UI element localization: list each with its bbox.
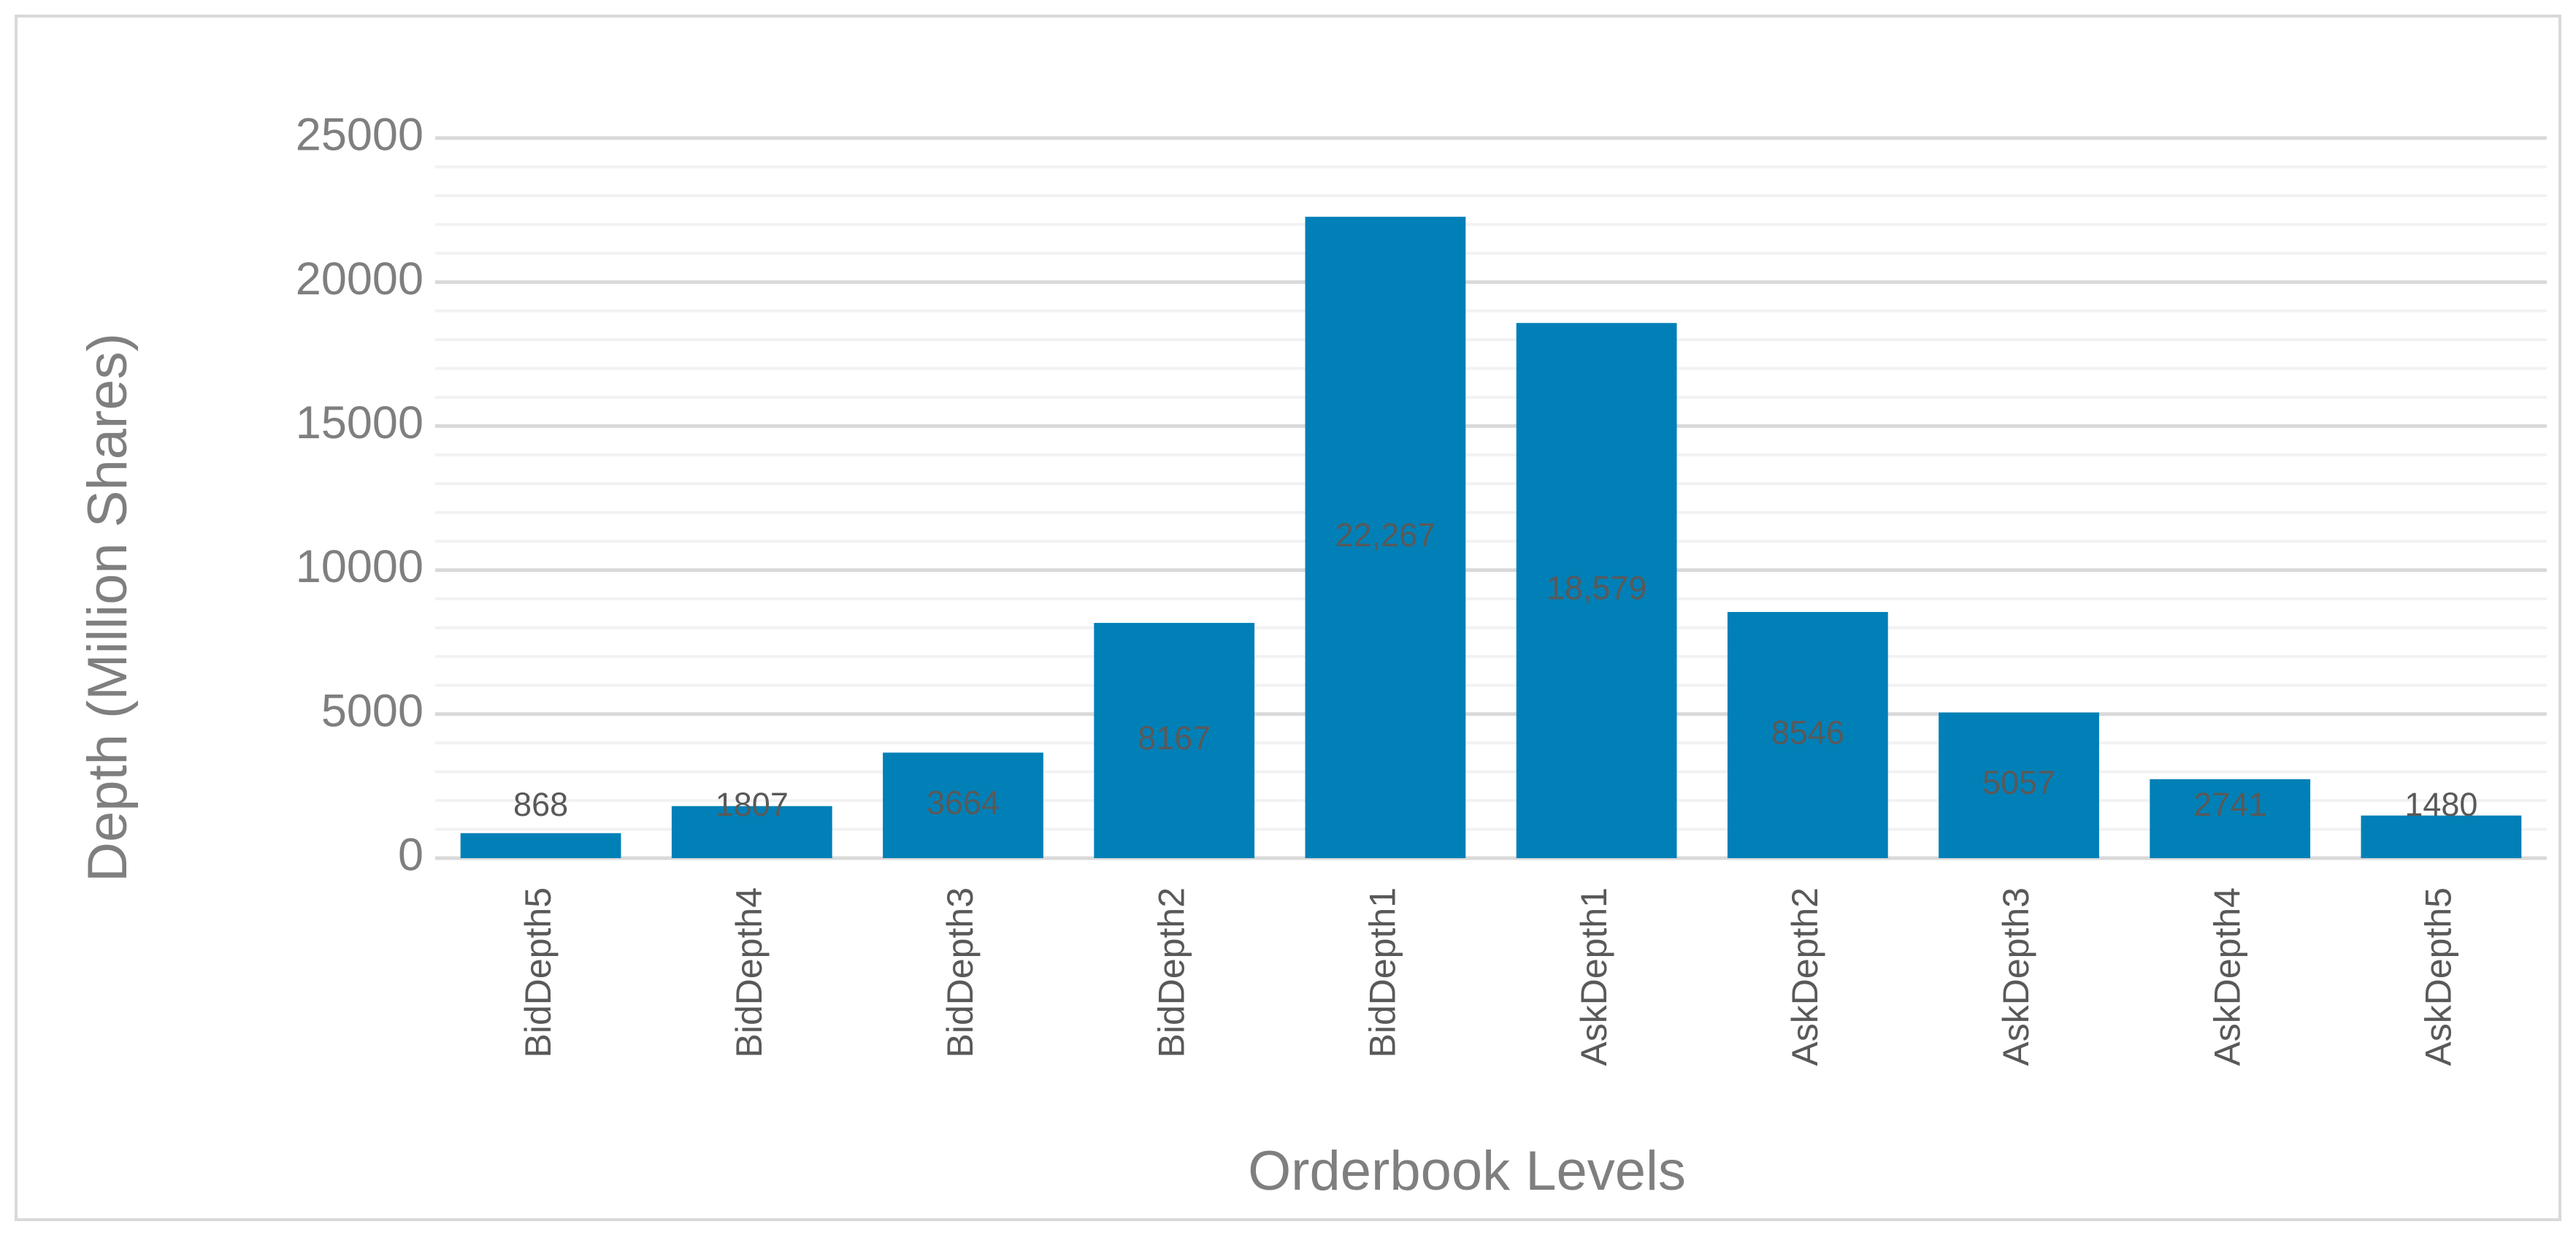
x-tick-label: AskDepth5 (2418, 887, 2459, 1066)
bar (1939, 712, 2099, 858)
bar (1516, 323, 1677, 858)
data-label: 1807 (716, 786, 789, 823)
x-tick-label: BidDepth3 (940, 887, 981, 1058)
bar (460, 833, 621, 858)
bar (1727, 611, 1888, 858)
x-tick-label: BidDepth1 (1362, 887, 1403, 1058)
x-tick-label: BidDepth2 (1151, 887, 1192, 1058)
bar (883, 752, 1043, 858)
x-axis-title: Orderbook Levels (1248, 1140, 1686, 1202)
bar (1305, 216, 1466, 858)
y-axis-title: Depth (Million Shares) (77, 333, 139, 882)
bar (2150, 779, 2311, 858)
data-label: 868 (513, 786, 568, 823)
x-tick-label: BidDepth5 (518, 887, 559, 1058)
y-tick-label: 0 (398, 830, 423, 881)
data-label: 18,579 (1546, 570, 1647, 607)
data-label: 2741 (2193, 786, 2266, 823)
y-tick-label: 25000 (296, 110, 423, 161)
y-tick-label: 10000 (296, 541, 423, 592)
y-tick-label: 5000 (321, 685, 423, 736)
data-label: 8546 (1771, 714, 1844, 751)
x-tick-label: AskDepth2 (1785, 887, 1825, 1066)
bar (671, 806, 832, 858)
data-label: 22,267 (1335, 516, 1436, 554)
bar (1094, 622, 1255, 858)
y-tick-label: 20000 (296, 253, 423, 305)
x-tick-label: AskDepth1 (1573, 887, 1614, 1066)
data-label: 1480 (2404, 786, 2477, 823)
data-label: 5057 (1982, 764, 2055, 801)
x-tick-label: BidDepth4 (729, 887, 770, 1058)
y-tick-label: 15000 (296, 397, 423, 448)
x-tick-label: AskDepth3 (1996, 887, 2036, 1066)
bar (2361, 815, 2522, 858)
x-tick-label: AskDepth4 (2207, 887, 2247, 1066)
chart-border (15, 15, 2561, 1221)
data-label: 8167 (1138, 719, 1211, 757)
data-label: 3664 (927, 784, 1000, 822)
